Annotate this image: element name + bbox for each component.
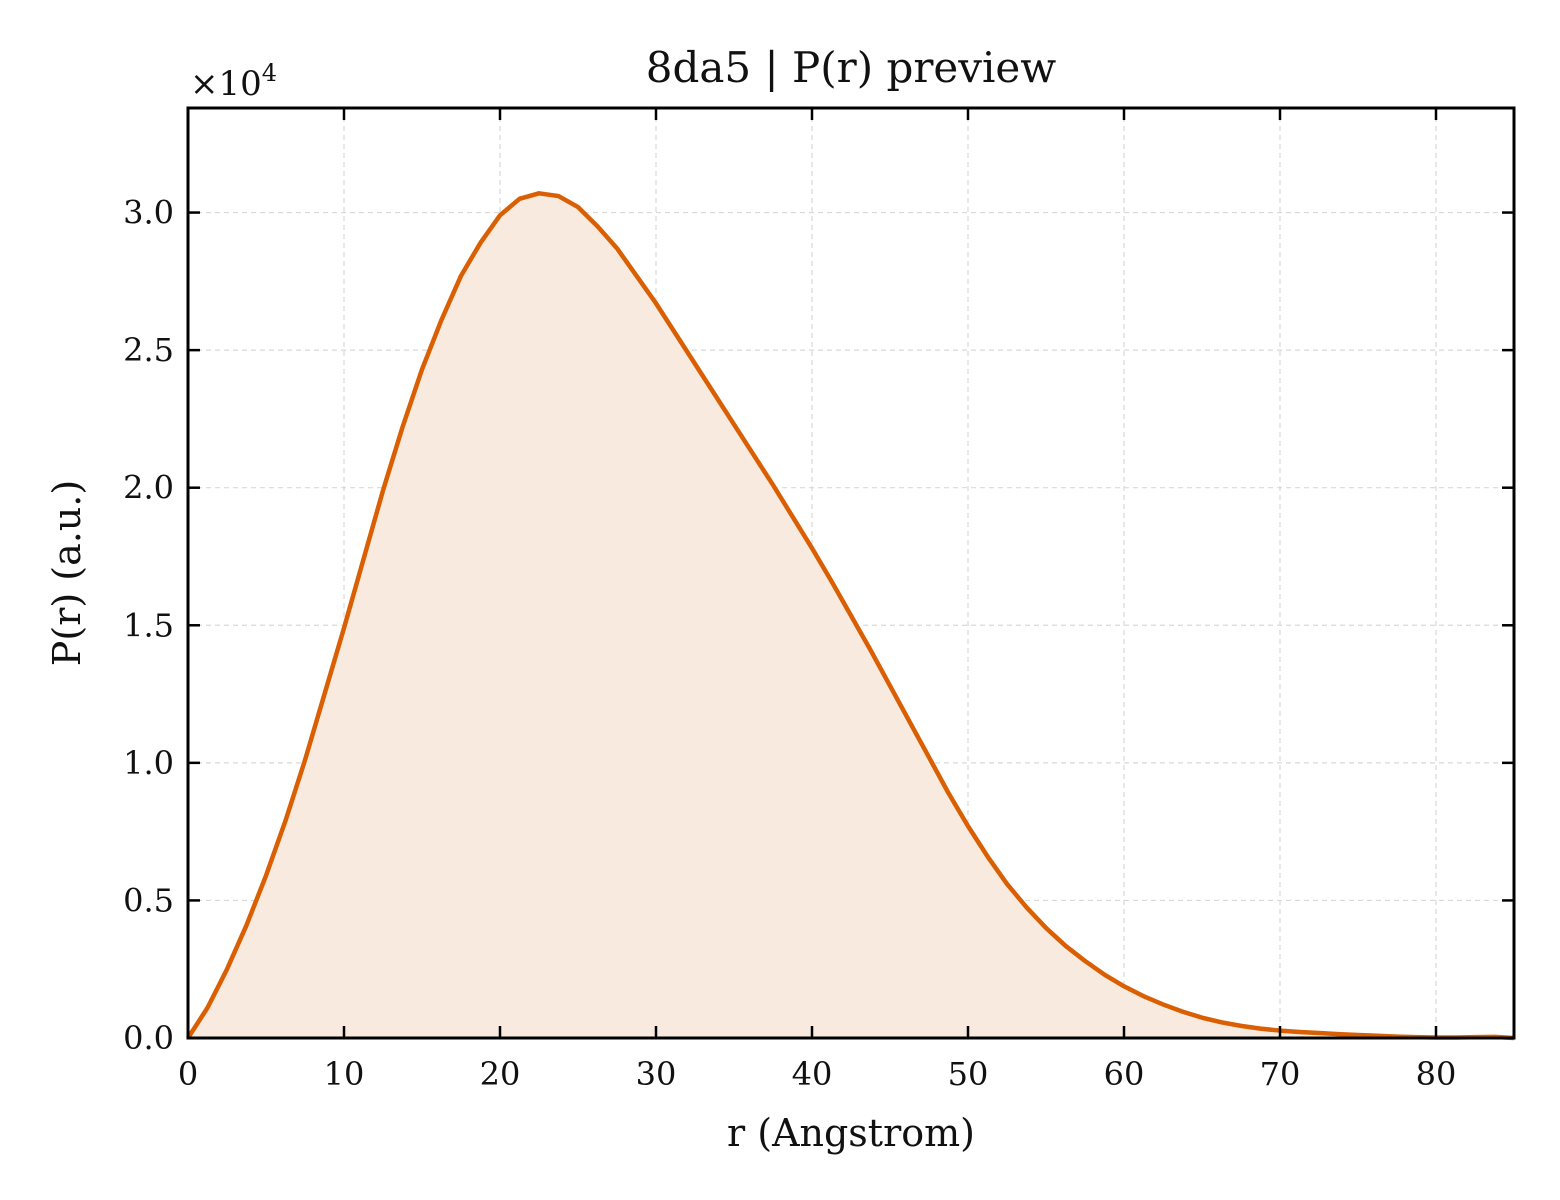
y-tick-label: 1.0 [123, 744, 174, 782]
x-tick-label: 40 [792, 1055, 833, 1093]
x-axis-title: r (Angstrom) [727, 1111, 975, 1155]
y-offset-label: ×104 [190, 59, 277, 104]
y-offset-base: ×10 [190, 64, 262, 104]
y-tick-label: 0.5 [123, 881, 174, 919]
x-tick-label: 50 [948, 1055, 989, 1093]
x-tick-label: 30 [636, 1055, 677, 1093]
x-tick-label: 70 [1260, 1055, 1301, 1093]
pr-series-line [186, 191, 1515, 1041]
x-tick-label: 80 [1416, 1055, 1457, 1093]
y-tick-label: 1.5 [123, 606, 174, 644]
x-tick-label: 20 [480, 1055, 521, 1093]
x-tick-label: 10 [324, 1055, 365, 1093]
axis-ticks [186, 108, 1514, 1040]
y-tick-labels: 0.0 0.5 1.0 1.5 2.0 2.5 3.0 [123, 194, 174, 1057]
x-tick-label: 60 [1104, 1055, 1145, 1093]
y-offset-exponent: 4 [262, 59, 277, 87]
y-axis-title: P(r) (a.u.) [45, 480, 89, 666]
y-tick-label: 0.0 [123, 1019, 174, 1057]
x-tick-label: 0 [178, 1055, 198, 1093]
y-tick-label: 2.0 [123, 469, 174, 507]
chart-title: 8da5 | P(r) preview [646, 43, 1057, 92]
y-tick-label: 3.0 [123, 194, 174, 232]
plot-frame [186, 106, 1516, 1040]
y-tick-label: 2.5 [123, 331, 174, 369]
x-tick-labels: 0 10 20 30 40 50 60 70 80 [178, 1055, 1457, 1093]
